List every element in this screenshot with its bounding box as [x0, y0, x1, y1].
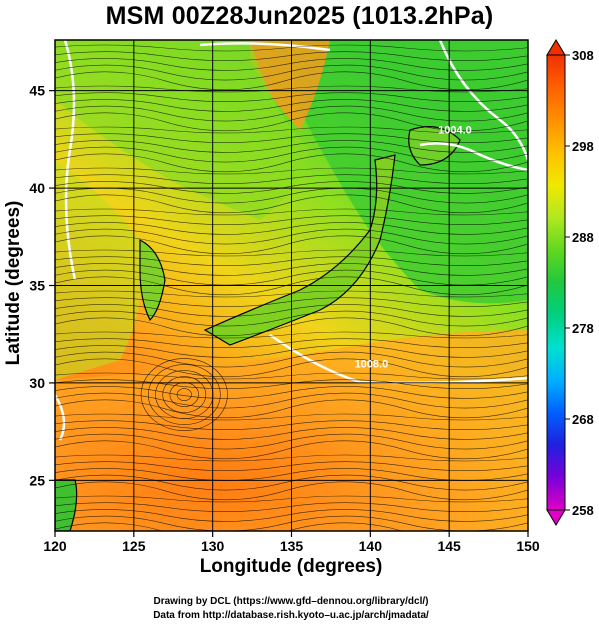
streamline [55, 58, 528, 71]
lat-lon-grid [55, 40, 528, 531]
streamline [55, 222, 528, 235]
x-axis-label: Longitude (degrees) [199, 556, 383, 577]
streamline [55, 515, 528, 531]
x-tick-label: 125 [122, 538, 146, 554]
x-tick-label: 120 [43, 538, 67, 554]
colorbar-label: 298 [572, 139, 594, 154]
streamline [55, 474, 528, 491]
streamline [55, 386, 528, 399]
streamline [55, 105, 528, 122]
streamline [55, 208, 528, 216]
streamline [55, 146, 528, 163]
y-tick-label: 40 [29, 180, 45, 196]
streamline [55, 358, 528, 378]
streamline [55, 454, 528, 462]
colorbar-label: 258 [572, 503, 594, 518]
streamline [55, 256, 528, 266]
streamline [55, 92, 528, 102]
streamline [55, 235, 528, 255]
streamline [55, 310, 528, 327]
streamline [55, 194, 528, 214]
map-field: 1004.0 1008.0 [55, 40, 528, 531]
y-axis-ticks: 25 30 35 40 45 [29, 83, 55, 488]
x-tick-label: 140 [359, 538, 383, 554]
streamline [55, 249, 528, 257]
streamlines [55, 44, 528, 531]
streamline [55, 126, 528, 134]
isobar-labels: 1004.0 1008.0 [355, 125, 472, 371]
streamline [55, 468, 528, 481]
map-title: MSM 00Z28Jun2025 (1013.2hPa) [105, 2, 494, 30]
streamline [55, 133, 528, 143]
colorbar-max-arrow [546, 39, 566, 56]
streamline [55, 71, 528, 91]
streamline [55, 276, 528, 296]
streamline [55, 420, 528, 430]
cyclone-ring [176, 388, 192, 401]
streamline [55, 140, 528, 153]
streamline [55, 85, 528, 93]
streamline [55, 64, 528, 81]
colorbar-min-arrow [546, 509, 566, 526]
streamline [55, 427, 528, 440]
streamline [55, 181, 528, 194]
credit-drawing: Drawing by DCL (https://www.gfd–dennou.o… [153, 596, 429, 607]
cyclone-ring [140, 358, 228, 431]
streamline [55, 461, 528, 471]
streamline [55, 153, 528, 173]
streamline [55, 174, 528, 184]
colorbar-label: 308 [572, 48, 594, 63]
x-tick-label: 130 [201, 538, 225, 554]
streamline [55, 112, 528, 132]
streamline [55, 167, 528, 175]
y-tick-label: 35 [29, 278, 45, 294]
streamline [55, 269, 528, 286]
streamline [55, 99, 528, 112]
cyclone-ring [147, 364, 221, 425]
y-tick-label: 30 [29, 375, 45, 391]
cyclone-ring [162, 376, 207, 413]
streamline [55, 263, 528, 276]
streamline [55, 317, 528, 337]
streamline [55, 297, 528, 307]
isobar-label: 1004.0 [438, 125, 472, 137]
streamline [55, 413, 528, 421]
streamline [55, 215, 528, 225]
streamline [55, 481, 528, 501]
streamline [55, 331, 528, 339]
streamline [55, 509, 528, 522]
streamline [55, 502, 528, 512]
x-tick-label: 150 [516, 538, 540, 554]
streamline [55, 440, 528, 460]
streamline [55, 338, 528, 348]
streamline [55, 495, 528, 503]
colorbar-label: 268 [572, 412, 594, 427]
streamline [55, 51, 528, 61]
isobar-label: 1008.0 [355, 358, 389, 370]
streamline [55, 433, 528, 450]
x-tick-label: 135 [280, 538, 304, 554]
colorbar-label: 278 [572, 321, 594, 336]
streamline [55, 399, 528, 419]
streamline [55, 351, 528, 368]
colorbar: 308 298 288 278 268 258 [546, 39, 594, 526]
streamline [55, 304, 528, 317]
y-tick-label: 45 [29, 83, 45, 99]
credit-data: Data from http://database.rish.kyoto–u.a… [153, 610, 429, 621]
x-tick-label: 145 [437, 538, 461, 554]
streamline [55, 372, 528, 380]
y-tick-label: 25 [29, 472, 45, 488]
streamline [55, 290, 528, 298]
streamline [55, 228, 528, 245]
streamline [55, 345, 528, 358]
colorbar-label: 288 [572, 230, 594, 245]
streamline [55, 44, 528, 52]
streamline [55, 522, 528, 531]
streamline [55, 392, 528, 409]
x-axis-ticks: 120 125 130 135 140 145 150 [43, 531, 540, 554]
